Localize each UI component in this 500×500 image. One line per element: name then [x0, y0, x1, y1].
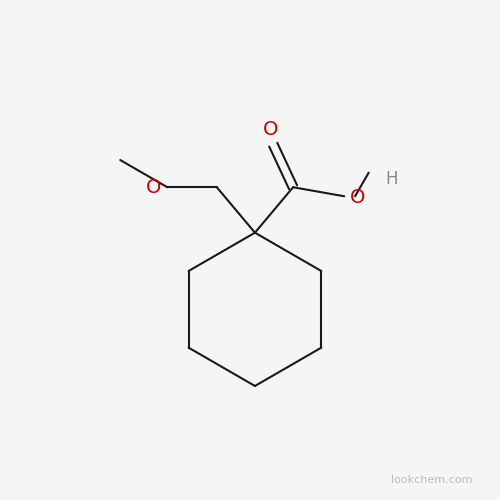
Text: H: H [385, 170, 398, 188]
Text: O: O [146, 178, 162, 197]
Text: O: O [350, 188, 366, 206]
Text: O: O [263, 120, 278, 139]
Text: lookchem.com: lookchem.com [391, 475, 472, 485]
